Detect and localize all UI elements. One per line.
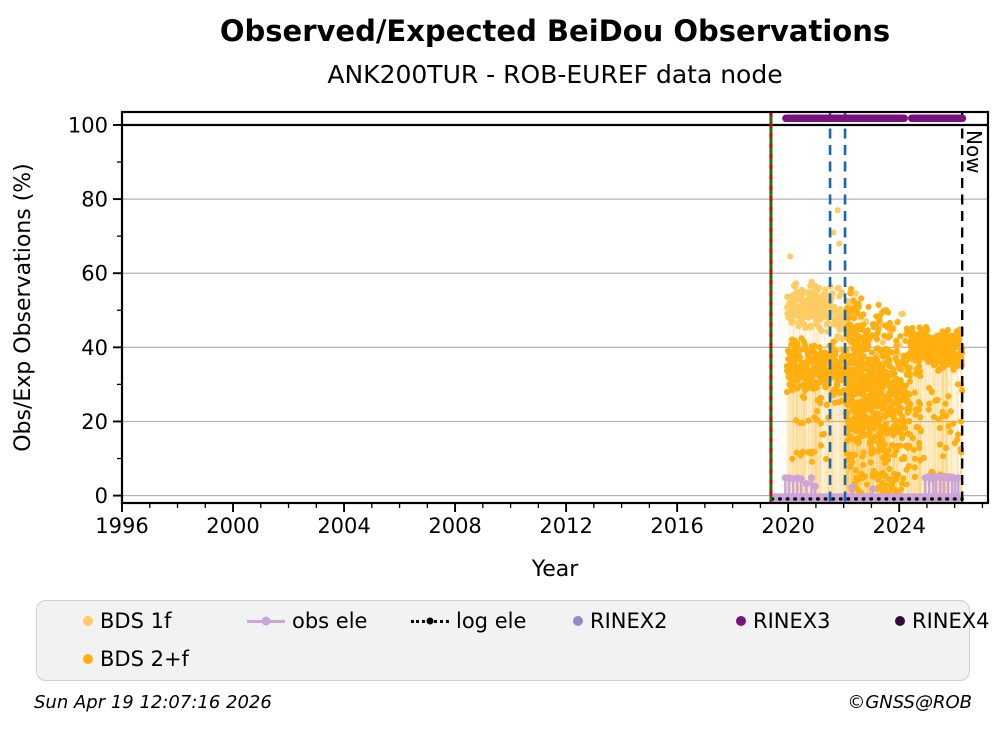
y-axis-label: Obs/Exp Observations (%) xyxy=(11,163,36,452)
copyright-text: ©GNSS@ROB xyxy=(847,692,972,713)
log-ele-marker-icon xyxy=(411,616,449,626)
x-axis-label: Year xyxy=(531,557,580,582)
svg-text:2008: 2008 xyxy=(428,514,481,538)
svg-text:2020: 2020 xyxy=(761,514,814,538)
bds-2-f-marker-icon xyxy=(83,654,93,664)
legend-item-log-ele: log ele xyxy=(411,608,526,634)
obs-ele-marker-icon xyxy=(247,616,285,626)
legend-label: RINEX4 xyxy=(912,609,990,633)
legend-item-bds-2-f: BDS 2+f xyxy=(83,646,189,672)
rinex2-marker-icon xyxy=(573,616,583,626)
legend-item-rinex2: RINEX2 xyxy=(573,608,668,634)
legend-label: RINEX3 xyxy=(753,609,831,633)
svg-text:2012: 2012 xyxy=(539,514,592,538)
legend-item-rinex3: RINEX3 xyxy=(736,608,831,634)
svg-text:2024: 2024 xyxy=(872,514,925,538)
chart-plot-area: Now 1996 2000 2004 2008 2012 2016 2020 2024 0 20 40… xyxy=(11,110,990,582)
svg-text:60: 60 xyxy=(81,262,108,286)
axis-ticks xyxy=(113,124,984,512)
rinex3-marker-icon xyxy=(736,616,746,626)
svg-text:100: 100 xyxy=(68,113,108,137)
obs-ele-baseline-band xyxy=(772,493,963,503)
svg-text:2000: 2000 xyxy=(206,514,259,538)
svg-text:2016: 2016 xyxy=(650,514,703,538)
obs-ele-spikes xyxy=(781,472,962,496)
chart-title: Observed/Expected BeiDou Observations xyxy=(219,14,891,48)
legend-label: RINEX2 xyxy=(590,609,668,633)
chart-subtitle: ANK200TUR - ROB-EUREF data node xyxy=(327,60,783,89)
svg-text:40: 40 xyxy=(81,336,108,360)
tick-labels: 1996 2000 2004 2008 2012 2016 2020 2024 0 20 40 60 8… xyxy=(68,113,926,538)
chart-legend: BDS 1f obs ele log ele RINEX2 RINEX3 RINEX4 BD… xyxy=(36,600,990,681)
rinex4-marker-icon xyxy=(895,616,905,626)
svg-text:1996: 1996 xyxy=(95,514,148,538)
legend-label: log ele xyxy=(456,609,527,633)
plot-frame xyxy=(120,110,990,505)
svg-text:2004: 2004 xyxy=(317,514,370,538)
svg-text:20: 20 xyxy=(81,410,108,434)
bds-2-f-points xyxy=(783,285,966,499)
svg-text:80: 80 xyxy=(81,188,108,212)
legend-label: BDS 2+f xyxy=(100,647,189,671)
timestamp-text: Sun Apr 19 12:07:16 2026 xyxy=(34,692,272,713)
legend-item-obs-ele: obs ele xyxy=(247,608,367,634)
legend-item-bds-1f: BDS 1f xyxy=(83,608,171,634)
bds-1f-marker-icon xyxy=(83,616,93,626)
now-label: Now xyxy=(962,130,986,174)
legend-label: BDS 1f xyxy=(100,609,172,633)
legend-label: obs ele xyxy=(292,609,368,633)
legend-item-rinex4: RINEX4 xyxy=(895,608,990,634)
svg-text:0: 0 xyxy=(95,484,108,508)
